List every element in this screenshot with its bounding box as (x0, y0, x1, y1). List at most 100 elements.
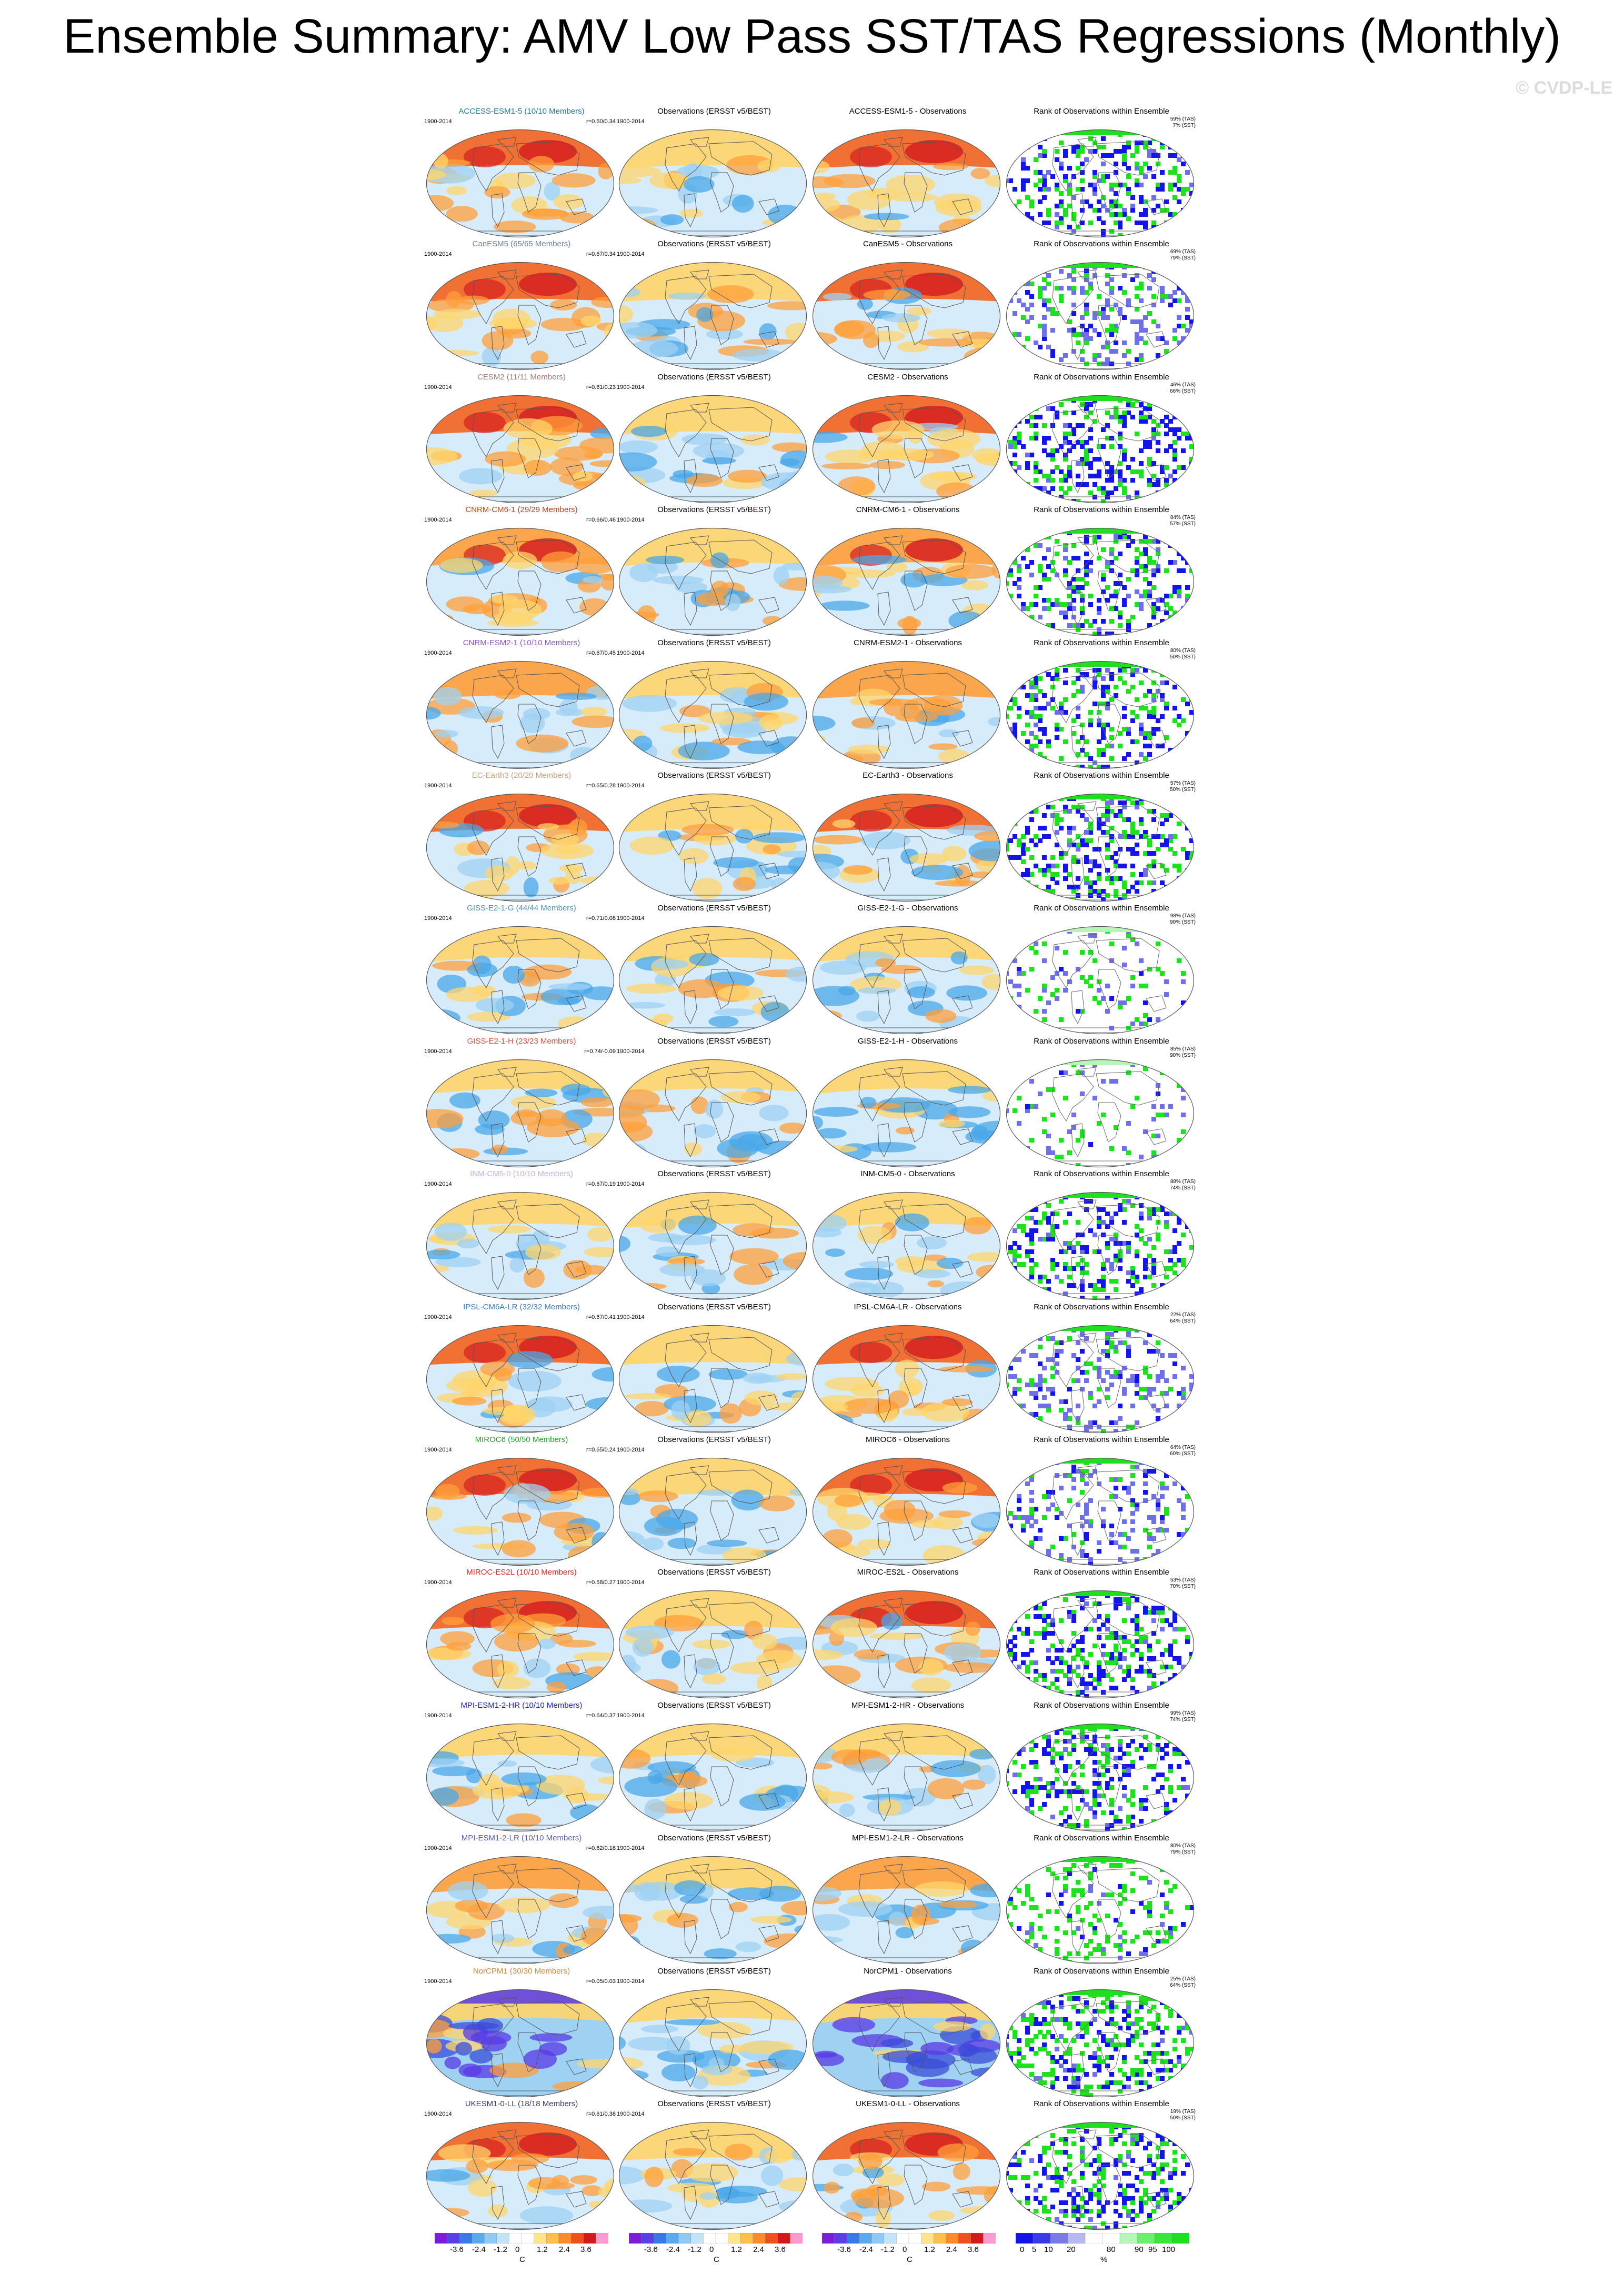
year-range: 1900-2014 (617, 1845, 645, 1851)
rank-panel: Rank of Observations within Ensemble 88% … (1004, 1169, 1199, 1301)
colorbar-tick: 3.6 (580, 2245, 592, 2254)
colorbar (435, 2233, 608, 2244)
year-range: 1900-2014 (424, 384, 452, 390)
model-panel: MIROC6 (50/50 Members) 1900-2014 r=0.65/0.… (424, 1435, 619, 1567)
regression-map (426, 1457, 615, 1566)
rank-panel: Rank of Observations within Ensemble 99% … (1004, 1701, 1199, 1833)
year-range: 1900-2014 (424, 1447, 452, 1453)
model-caption: MPI-ESM1-2-HR (10/10 Members) (460, 1701, 583, 1710)
year-range: 1900-2014 (424, 1845, 452, 1851)
colorbar (1016, 2233, 1189, 2244)
rank-map (1006, 1989, 1195, 2098)
model-caption: MPI-ESM1-2-LR (10/10 Members) (461, 1834, 582, 1843)
colorbar-tick: 2.4 (753, 2245, 764, 2254)
regression-map (426, 527, 615, 636)
regression-map (812, 1059, 1001, 1168)
regression-map (812, 1856, 1001, 1965)
model-panel: ACCESS-ESM1-5 (10/10 Members) 1900-2014 r=… (424, 107, 619, 239)
diff-panel: CNRM-ESM2-1 - Observations (810, 638, 1005, 770)
year-range: 1900-2014 (424, 783, 452, 789)
year-range: 1900-2014 (424, 1314, 452, 1320)
regression-map (426, 660, 615, 769)
rank-sst: 74% (SST) (1170, 1185, 1196, 1191)
year-range: 1900-2014 (617, 384, 645, 390)
rank-sst: 50% (SST) (1170, 787, 1196, 793)
rank-tas: 80% (TAS) (1170, 648, 1196, 654)
rank-tas: 53% (TAS) (1170, 1577, 1196, 1583)
year-range: 1900-2014 (424, 2111, 452, 2117)
regression-map (812, 1723, 1001, 1832)
colorbar-unit: C (714, 2255, 719, 2264)
diff-caption: CNRM-ESM2-1 - Observations (854, 638, 962, 647)
rank-map (1006, 262, 1195, 371)
rank-tas: 88% (TAS) (1170, 1179, 1196, 1185)
colorbar-tick: -1.2 (688, 2245, 701, 2254)
obs-panel: Observations (ERSST v5/BEST) 1900-2014 (617, 239, 811, 372)
model-panel: EC-Earth3 (20/20 Members) 1900-2014 r=0.65… (424, 771, 619, 903)
obs-caption: Observations (ERSST v5/BEST) (657, 1967, 771, 1976)
obs-panel: Observations (ERSST v5/BEST) 1900-2014 (617, 1834, 811, 1966)
obs-caption: Observations (ERSST v5/BEST) (657, 107, 771, 116)
obs-caption: Observations (ERSST v5/BEST) (657, 373, 771, 382)
obs-caption: Observations (ERSST v5/BEST) (657, 505, 771, 514)
regression-map (812, 1590, 1001, 1699)
colorbar-tick: -3.6 (837, 2245, 851, 2254)
rank-caption: Rank of Observations within Ensemble (1034, 239, 1169, 248)
model-panel: CNRM-ESM2-1 (10/10 Members) 1900-2014 r=0.… (424, 638, 619, 770)
regression-map (812, 1989, 1001, 2098)
year-range: 1900-2014 (424, 915, 452, 922)
rank-caption: Rank of Observations within Ensemble (1034, 1701, 1169, 1710)
rank-caption: Rank of Observations within Ensemble (1034, 1037, 1169, 1046)
colorbar-tick: 2.4 (946, 2245, 957, 2254)
rank-tas: 84% (TAS) (1170, 515, 1196, 520)
rank-sst: 79% (SST) (1170, 255, 1196, 261)
model-caption: CNRM-CM6-1 (29/29 Members) (465, 505, 578, 514)
diff-panel: MIROC-ES2L - Observations (810, 1568, 1005, 1700)
model-panel: GISS-E2-1-G (44/44 Members) 1900-2014 r=0.… (424, 904, 619, 1036)
diff-panel: NorCPM1 - Observations (810, 1967, 1005, 2099)
year-range: 1900-2014 (617, 1314, 645, 1320)
obs-caption: Observations (ERSST v5/BEST) (657, 638, 771, 647)
correlation-label: r=0.71/0.08 (586, 915, 616, 922)
rank-sst: 70% (SST) (1170, 1584, 1196, 1589)
year-range: 1900-2014 (617, 1579, 645, 1586)
rank-panel: Rank of Observations within Ensemble 25% … (1004, 1967, 1199, 2099)
obs-caption: Observations (ERSST v5/BEST) (657, 1834, 771, 1843)
rank-tas: 69% (TAS) (1170, 249, 1196, 255)
rank-sst: 7% (SST) (1172, 123, 1196, 128)
regression-map (426, 262, 615, 371)
model-panel: CESM2 (11/11 Members) 1900-2014 r=0.61/0.2… (424, 373, 619, 505)
regression-map (812, 793, 1001, 902)
colorbar-tick: 3.6 (968, 2245, 979, 2254)
colorbar-tick: 100 (1162, 2245, 1176, 2254)
correlation-label: r=0.65/0.28 (586, 783, 616, 789)
rank-sst: 50% (SST) (1170, 654, 1196, 660)
colorbar-tick: -2.4 (859, 2245, 873, 2254)
rank-tas: 57% (TAS) (1170, 780, 1196, 786)
rank-map (1006, 926, 1195, 1035)
rank-panel: Rank of Observations within Ensemble 59% … (1004, 107, 1199, 239)
rank-sst: 64% (SST) (1170, 1982, 1196, 1988)
colorbar-unit: C (519, 2255, 525, 2264)
rank-panel: Rank of Observations within Ensemble 80% … (1004, 1834, 1199, 1966)
obs-panel: Observations (ERSST v5/BEST) 1900-2014 (617, 1568, 811, 1700)
year-range: 1900-2014 (617, 1978, 645, 1985)
diff-panel: CanESM5 - Observations (810, 239, 1005, 372)
rank-sst: 66% (SST) (1170, 388, 1196, 394)
regression-map (812, 1457, 1001, 1566)
model-panel: UKESM1-0-LL (18/18 Members) 1900-2014 r=0.… (424, 2099, 619, 2231)
regression-map (618, 2121, 807, 2230)
diff-panel: MIROC6 - Observations (810, 1435, 1005, 1567)
rank-caption: Rank of Observations within Ensemble (1034, 1435, 1169, 1444)
year-range: 1900-2014 (617, 118, 645, 125)
year-range: 1900-2014 (617, 1048, 645, 1055)
diff-panel: GISS-E2-1-G - Observations (810, 904, 1005, 1036)
year-range: 1900-2014 (424, 118, 452, 125)
regression-map (618, 1059, 807, 1168)
regression-map (618, 660, 807, 769)
diff-caption: NorCPM1 - Observations (864, 1967, 952, 1976)
obs-panel: Observations (ERSST v5/BEST) 1900-2014 (617, 1701, 811, 1833)
model-caption: MIROC6 (50/50 Members) (475, 1435, 568, 1444)
correlation-label: r=0.60/0.34 (586, 118, 616, 125)
rank-caption: Rank of Observations within Ensemble (1034, 107, 1169, 116)
